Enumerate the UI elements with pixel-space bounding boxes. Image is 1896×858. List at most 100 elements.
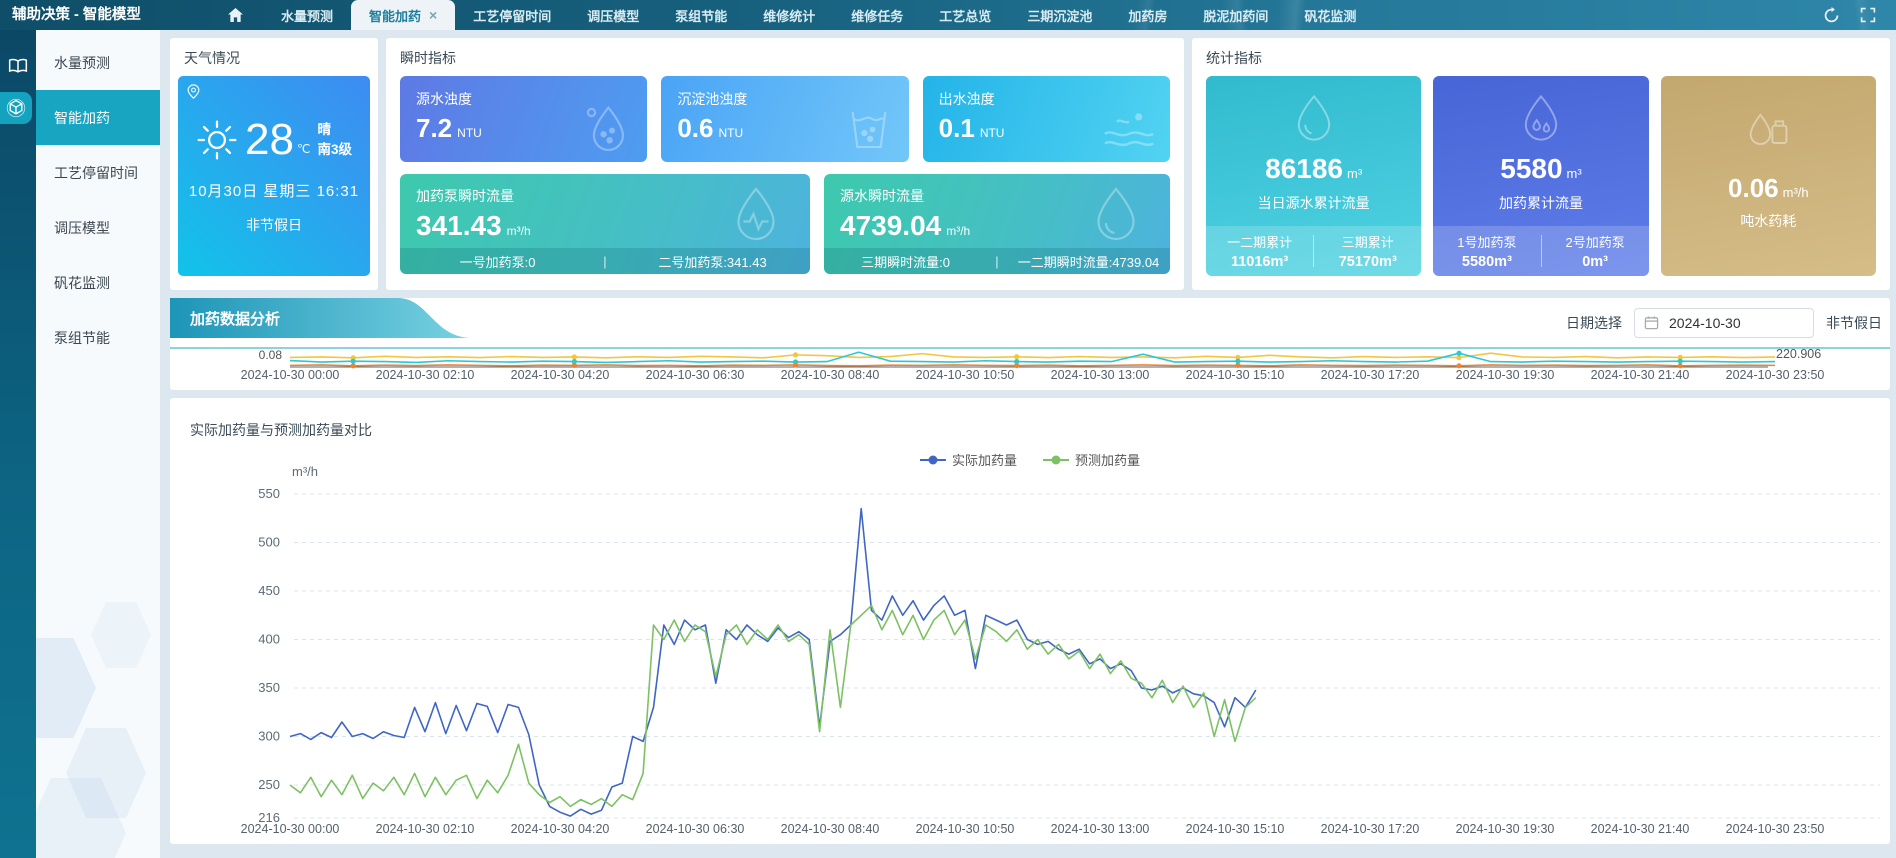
sub-value: 0m³ bbox=[1582, 254, 1608, 270]
dosing-total-card: 5580 m³ 加药累计流量 1号加药泵 5580m³ 2号加药泵 0m³ bbox=[1433, 76, 1649, 276]
sun-icon bbox=[197, 120, 237, 160]
comparison-panel: 实际加药量与预测加药量对比 实际加药量 预测加药量 m³/h 216 250 300 35… bbox=[170, 398, 1890, 844]
tab-泵组节能[interactable]: 泵组节能 bbox=[657, 0, 745, 30]
weather-section-title: 天气情况 bbox=[184, 50, 240, 66]
tab-矾花监测[interactable]: 矾花监测 bbox=[1286, 0, 1374, 30]
card-unit: NTU bbox=[718, 126, 744, 140]
tab-维修任务[interactable]: 维修任务 bbox=[833, 0, 921, 30]
droplet-pulse-icon bbox=[737, 187, 775, 241]
card-unit: m³/h bbox=[946, 224, 971, 238]
x-axis-label: 2024-10-30 00:00 bbox=[240, 822, 340, 836]
beaker-icon bbox=[851, 111, 887, 149]
svg-text:250: 250 bbox=[258, 777, 280, 792]
spark-max-label: 220.906 bbox=[1776, 347, 1822, 361]
legend-item-预测加药量[interactable]: 预测加药量 bbox=[1043, 450, 1140, 469]
tab-label: 工艺停留时间 bbox=[473, 8, 552, 24]
pump2-flow: 二号加药泵:341.43 bbox=[658, 254, 767, 270]
x-axis-label: 2024-10-30 13:00 bbox=[1050, 822, 1150, 836]
sidebar-item-泵组节能[interactable]: 泵组节能 bbox=[54, 329, 110, 346]
tab-label: 矾花监测 bbox=[1304, 8, 1357, 24]
svg-text:550: 550 bbox=[258, 486, 280, 501]
legend-marker bbox=[919, 455, 946, 464]
tab-工艺停留时间[interactable]: 工艺停留时间 bbox=[455, 0, 569, 30]
card-unit: m³/h bbox=[1782, 185, 1809, 200]
card-unit: NTU bbox=[979, 126, 1005, 140]
card-label: 加药累计流量 bbox=[1498, 195, 1583, 211]
phase3-flow: 三期瞬时流量:0 bbox=[861, 254, 950, 270]
x-axis-label: 2024-10-30 08:40 bbox=[780, 822, 880, 836]
legend-marker bbox=[1043, 455, 1069, 464]
calendar-icon bbox=[1644, 316, 1659, 330]
left-rail bbox=[0, 30, 36, 858]
tab-智能加药[interactable]: 智能加药 × bbox=[351, 0, 456, 30]
card-substrip: 一号加药泵:0 | 二号加药泵:341.43 bbox=[400, 248, 810, 274]
water-waves-icon bbox=[1104, 113, 1154, 147]
tab-脱泥加药间[interactable]: 脱泥加药间 bbox=[1185, 0, 1286, 30]
sub-label: 2号加药泵 bbox=[1565, 235, 1625, 250]
svg-text:400: 400 bbox=[258, 632, 280, 647]
home-icon bbox=[228, 8, 243, 22]
weather-holiday-status: 非节假日 bbox=[246, 217, 302, 233]
tab-close-icon[interactable]: × bbox=[429, 7, 438, 23]
svg-text:m³/h: m³/h bbox=[292, 464, 318, 479]
x-axis-label: 2024-10-30 10:50 bbox=[915, 368, 1015, 382]
weather-panel: 天气情况 28 ℃ 晴 南3级 10月30日 星期三 16:31 非节假日 bbox=[170, 38, 378, 290]
card-label: 源水浊度 bbox=[416, 91, 472, 107]
book-icon bbox=[8, 58, 28, 73]
tab-label: 泵组节能 bbox=[675, 8, 728, 24]
sidebar-item-调压模型[interactable]: 调压模型 bbox=[54, 219, 110, 236]
dosing-analysis-panel: 加药数据分析 日期选择 非节假日 0.08 220.906 2024-10-30… bbox=[170, 298, 1890, 390]
card-label: 加药泵瞬时流量 bbox=[416, 188, 514, 204]
droplet-dots-icon bbox=[587, 105, 625, 151]
tab-加药房[interactable]: 加药房 bbox=[1110, 0, 1185, 30]
comparison-chart-svg: m³/h 216 250 300 350 400 450 500 550 bbox=[258, 464, 1880, 825]
hexagon-decoration bbox=[36, 638, 96, 738]
x-axis-label: 2024-10-30 21:40 bbox=[1590, 822, 1690, 836]
card-value: 0.6 bbox=[677, 113, 714, 143]
tab-三期沉淀池[interactable]: 三期沉淀池 bbox=[1009, 0, 1110, 30]
fullscreen-icon[interactable] bbox=[1860, 7, 1876, 23]
tab-工艺总览[interactable]: 工艺总览 bbox=[921, 0, 1009, 30]
spark-x-axis: 2024-10-30 00:00 2024-10-30 02:10 2024-10-… bbox=[170, 368, 1890, 384]
tab-水量预测[interactable]: 水量预测 bbox=[263, 0, 351, 30]
refresh-icon[interactable] bbox=[1823, 6, 1840, 24]
card-value: 0.06 bbox=[1728, 173, 1779, 203]
instant-panel: 瞬时指标 源水浊度 7.2 NTU 沉淀池浊度 0.6 NTU 出水浊度 0.1 NT… bbox=[386, 38, 1184, 290]
rail-model-item[interactable] bbox=[0, 92, 32, 124]
tab-维修统计[interactable]: 维修统计 bbox=[745, 0, 833, 30]
temperature-unit: ℃ bbox=[296, 142, 311, 156]
x-axis-label: 2024-10-30 02:10 bbox=[375, 368, 475, 382]
svg-text:450: 450 bbox=[258, 583, 280, 598]
sidebar-item-工艺停留时间[interactable]: 工艺停留时间 bbox=[54, 164, 138, 181]
card-label: 出水浊度 bbox=[938, 91, 995, 107]
stats-panel: 统计指标 86186 m³ 当日源水累计流量 一二期累计 11016m³ 三期累计 7… bbox=[1192, 38, 1890, 290]
x-axis-label: 2024-10-30 10:50 bbox=[915, 822, 1015, 836]
card-value: 4739.04 bbox=[840, 210, 942, 241]
droplet-drops-icon bbox=[1524, 94, 1558, 141]
date-input[interactable] bbox=[1634, 308, 1814, 338]
pump1-flow: 一号加药泵:0 bbox=[459, 254, 536, 270]
weather-condition: 晴 bbox=[317, 121, 331, 137]
daily-raw-water-card: 86186 m³ 当日源水累计流量 一二期累计 11016m³ 三期累计 75170m… bbox=[1206, 76, 1422, 276]
droplet-bottle-icon bbox=[1750, 113, 1788, 146]
card-unit: NTU bbox=[457, 126, 482, 140]
comparison-title: 实际加药量与预测加药量对比 bbox=[190, 422, 372, 438]
spark-min-label: 0.08 bbox=[258, 348, 282, 362]
sub-value: 11016m³ bbox=[1230, 254, 1289, 270]
divider bbox=[1540, 235, 1542, 267]
legend-item-实际加药量[interactable]: 实际加药量 bbox=[919, 450, 1017, 469]
tab-label: 脱泥加药间 bbox=[1203, 8, 1269, 24]
x-axis-label: 2024-10-30 04:20 bbox=[510, 368, 610, 382]
tab-调压模型[interactable]: 调压模型 bbox=[569, 0, 657, 30]
card-value: 7.2 bbox=[416, 113, 453, 143]
card-unit: m³/h bbox=[506, 224, 531, 238]
rail-book-item[interactable] bbox=[0, 58, 36, 74]
sidebar-item-智能加药[interactable]: 智能加药 bbox=[36, 90, 160, 145]
x-axis-label: 2024-10-30 23:50 bbox=[1725, 368, 1825, 382]
x-axis-label: 2024-10-30 19:30 bbox=[1455, 368, 1555, 382]
sidebar-item-矾花监测[interactable]: 矾花监测 bbox=[54, 274, 110, 291]
x-axis-label: 2024-10-30 15:10 bbox=[1185, 368, 1285, 382]
x-axis-label: 2024-10-30 21:40 bbox=[1590, 368, 1690, 382]
home-tab[interactable] bbox=[208, 0, 263, 30]
sidebar-item-水量预测[interactable]: 水量预测 bbox=[54, 54, 110, 71]
